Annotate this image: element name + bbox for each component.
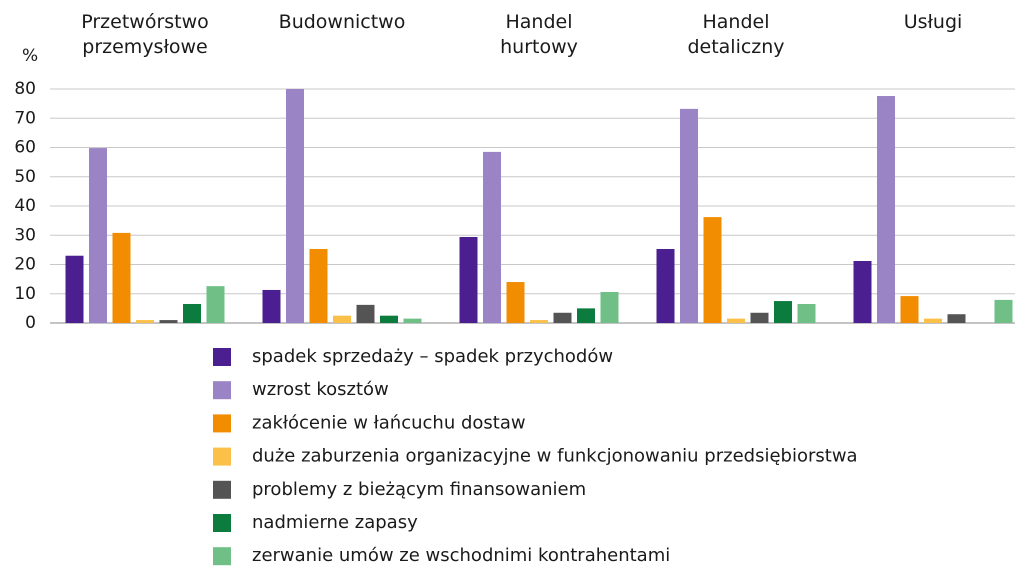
bar xyxy=(680,108,698,323)
legend-swatch xyxy=(213,381,231,400)
bar xyxy=(206,286,225,323)
bar xyxy=(459,237,478,323)
bar xyxy=(309,248,328,323)
y-tick-label: 40 xyxy=(14,196,36,216)
bar xyxy=(900,296,919,323)
bar xyxy=(159,320,178,323)
category-label: Handel hurtowy xyxy=(500,11,578,58)
bar xyxy=(553,312,572,323)
bar xyxy=(600,291,619,323)
bar xyxy=(947,314,966,323)
legend-swatch xyxy=(213,514,231,532)
y-tick-label: 30 xyxy=(14,225,36,245)
bar xyxy=(703,217,722,323)
y-tick-label: 20 xyxy=(14,255,36,275)
category-label: Budownictwo xyxy=(278,11,406,33)
y-axis-label: % xyxy=(22,46,38,66)
y-tick-label: 0 xyxy=(25,313,36,333)
bar xyxy=(530,320,548,323)
bar xyxy=(656,248,675,323)
y-tick-label: 80 xyxy=(14,79,36,99)
bar xyxy=(89,148,107,323)
bar xyxy=(853,260,872,323)
legend-label: nadmierne zapasy xyxy=(252,512,418,533)
category-label: Usługi xyxy=(903,11,963,33)
legend-swatch xyxy=(213,547,231,566)
legend-label: duże zaburzenia organizacyjne w funkcjon… xyxy=(252,446,858,467)
bar xyxy=(483,151,501,323)
bar xyxy=(333,315,351,323)
y-tick-label: 60 xyxy=(14,138,36,158)
legend-swatch xyxy=(213,414,231,433)
legend-swatch xyxy=(213,348,231,366)
y-tick-label: 70 xyxy=(14,108,36,128)
bar xyxy=(577,308,595,323)
y-tick-label: 50 xyxy=(14,167,36,187)
bar xyxy=(112,232,131,323)
bar xyxy=(380,315,398,323)
bar xyxy=(136,320,154,323)
legend-label: zakłócenie w łańcuchu dostaw xyxy=(252,412,526,433)
bar xyxy=(994,299,1013,323)
legend-label: wzrost kosztów xyxy=(252,379,389,400)
category-label: Handel detaliczny xyxy=(687,11,785,58)
legend-swatch xyxy=(213,447,231,466)
bar xyxy=(262,289,281,323)
bar xyxy=(403,318,422,323)
bar xyxy=(65,255,84,323)
bar xyxy=(727,318,745,323)
legend-swatch xyxy=(213,480,231,499)
legend-label: zerwanie umów ze wschodnimi kontrahentam… xyxy=(252,545,670,566)
legend-label: spadek sprzedaży – spadek przychodów xyxy=(252,346,613,367)
bar xyxy=(506,282,525,323)
bar xyxy=(286,89,304,323)
bar xyxy=(877,96,895,324)
bar xyxy=(183,303,201,323)
bar xyxy=(924,318,942,323)
y-tick-label: 10 xyxy=(14,284,36,304)
bar xyxy=(774,301,792,323)
category-label: Przetwórstwo przemysłowe xyxy=(81,11,209,58)
bar xyxy=(356,304,375,323)
bar xyxy=(797,303,816,323)
legend-label: problemy z bieżącym finansowaniem xyxy=(252,479,586,500)
bar xyxy=(750,312,769,323)
